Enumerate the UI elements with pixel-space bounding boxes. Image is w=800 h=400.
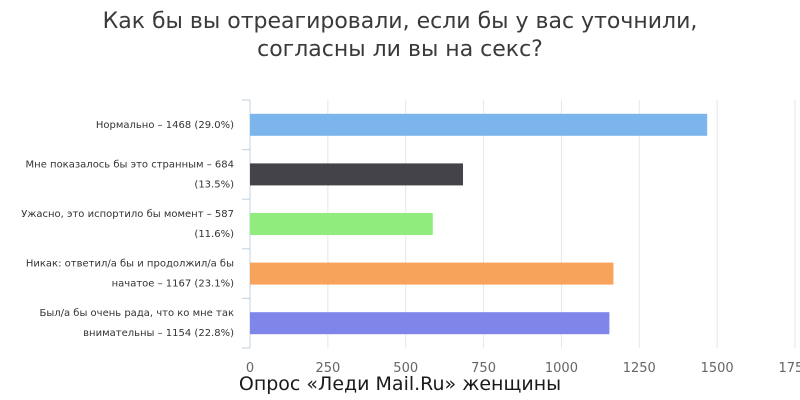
category-label-2-0: Ужасно, это испортило бы момент – 587	[21, 209, 234, 220]
x-tick-label-6: 1500	[701, 361, 734, 376]
category-label-1-0: Мне показалось бы это странным – 684	[26, 159, 234, 170]
x-tick-label-5: 1250	[623, 361, 656, 376]
bar-3	[250, 262, 614, 285]
x-tick-label-7: 1750	[778, 361, 800, 376]
category-label-2-1: (11.6%)	[194, 229, 234, 240]
x-tick-label-1: 250	[315, 361, 340, 376]
x-tick-label-2: 500	[393, 361, 418, 376]
category-label-3-0: Никак: ответил/а бы и продолжил/а бы	[26, 259, 234, 270]
x-tick-label-0: 0	[246, 361, 254, 376]
category-label-4-1: внимательны – 1154 (22.8%)	[83, 328, 234, 339]
bar-4	[250, 312, 610, 335]
category-label-0-0: Нормально – 1468 (29.0%)	[96, 120, 234, 131]
bar-1	[250, 163, 464, 186]
bar-2	[250, 213, 433, 235]
x-tick-label-3: 750	[471, 361, 496, 376]
chart-title: Как бы вы отреагировали, если бы у вас у…	[0, 8, 800, 64]
chart-title-line-1: Как бы вы отреагировали, если бы у вас у…	[102, 9, 698, 34]
x-tick-label-4: 1000	[545, 361, 578, 376]
bar-0	[250, 113, 708, 136]
category-label-4-0: Был/а бы очень рада, что ко мне так	[39, 308, 234, 319]
chart-title-line-2: согласны ли вы на секс?	[257, 37, 543, 62]
chart-caption: Опрос «Леди Mail.Ru» женщины	[238, 373, 562, 395]
category-label-1-1: (13.5%)	[194, 179, 234, 190]
category-label-3-1: начатое – 1167 (23.1%)	[112, 279, 234, 290]
